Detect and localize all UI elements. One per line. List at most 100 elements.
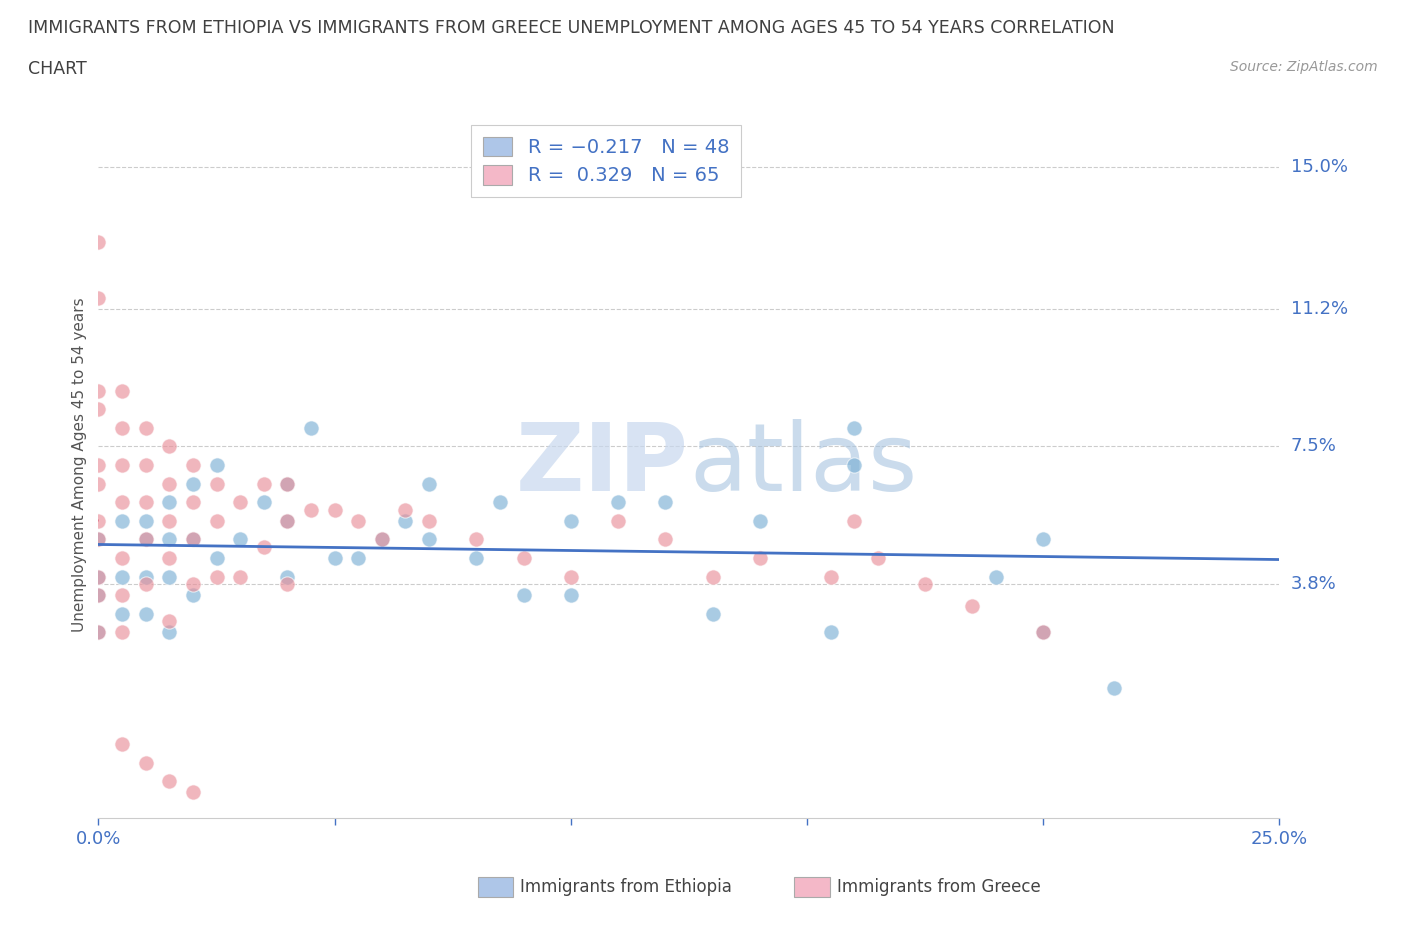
- Point: [844, 513, 866, 528]
- Point: [135, 577, 157, 591]
- Point: [157, 569, 180, 584]
- Point: [371, 532, 394, 547]
- Point: [111, 588, 134, 603]
- Point: [181, 785, 204, 800]
- Text: ZIP: ZIP: [516, 419, 689, 511]
- Point: [135, 420, 157, 435]
- Point: [560, 513, 582, 528]
- Point: [87, 513, 110, 528]
- Point: [607, 513, 630, 528]
- Point: [87, 458, 110, 472]
- Point: [87, 625, 110, 640]
- Point: [253, 539, 276, 554]
- Point: [347, 513, 370, 528]
- Point: [111, 737, 134, 751]
- Point: [984, 569, 1007, 584]
- Point: [87, 588, 110, 603]
- Point: [276, 476, 298, 491]
- Point: [371, 532, 394, 547]
- Text: 11.2%: 11.2%: [1291, 299, 1348, 318]
- Point: [1032, 625, 1054, 640]
- Point: [844, 420, 866, 435]
- Point: [276, 513, 298, 528]
- Point: [135, 755, 157, 770]
- Point: [135, 532, 157, 547]
- Point: [181, 532, 204, 547]
- Point: [253, 476, 276, 491]
- Point: [111, 495, 134, 510]
- Point: [181, 476, 204, 491]
- Point: [87, 569, 110, 584]
- Text: 15.0%: 15.0%: [1291, 158, 1347, 177]
- Point: [820, 625, 842, 640]
- Point: [394, 513, 416, 528]
- Point: [157, 532, 180, 547]
- Point: [465, 551, 488, 565]
- Point: [157, 513, 180, 528]
- Point: [87, 476, 110, 491]
- Point: [87, 588, 110, 603]
- Point: [157, 439, 180, 454]
- Point: [87, 290, 110, 305]
- Point: [87, 234, 110, 249]
- Point: [111, 458, 134, 472]
- Point: [87, 532, 110, 547]
- Point: [299, 502, 322, 517]
- Point: [157, 495, 180, 510]
- Point: [748, 551, 770, 565]
- Text: CHART: CHART: [28, 60, 87, 78]
- Point: [135, 569, 157, 584]
- Point: [1032, 625, 1054, 640]
- Point: [111, 606, 134, 621]
- Point: [418, 513, 440, 528]
- Point: [229, 495, 252, 510]
- Point: [135, 606, 157, 621]
- Point: [157, 551, 180, 565]
- Point: [465, 532, 488, 547]
- Point: [205, 476, 228, 491]
- Point: [276, 476, 298, 491]
- Point: [111, 383, 134, 398]
- Point: [253, 495, 276, 510]
- Point: [111, 551, 134, 565]
- Point: [87, 402, 110, 417]
- Point: [512, 551, 534, 565]
- Point: [866, 551, 889, 565]
- Point: [323, 551, 346, 565]
- Y-axis label: Unemployment Among Ages 45 to 54 years: Unemployment Among Ages 45 to 54 years: [72, 298, 87, 632]
- Point: [276, 569, 298, 584]
- Text: atlas: atlas: [689, 419, 917, 511]
- Point: [181, 458, 204, 472]
- Point: [962, 599, 984, 614]
- Point: [181, 588, 204, 603]
- Point: [229, 532, 252, 547]
- Point: [181, 532, 204, 547]
- Point: [702, 569, 724, 584]
- Point: [229, 569, 252, 584]
- Point: [181, 495, 204, 510]
- Text: IMMIGRANTS FROM ETHIOPIA VS IMMIGRANTS FROM GREECE UNEMPLOYMENT AMONG AGES 45 TO: IMMIGRANTS FROM ETHIOPIA VS IMMIGRANTS F…: [28, 19, 1115, 36]
- Point: [181, 577, 204, 591]
- Point: [748, 513, 770, 528]
- Point: [157, 476, 180, 491]
- Point: [299, 420, 322, 435]
- Point: [87, 383, 110, 398]
- Point: [276, 513, 298, 528]
- Point: [205, 569, 228, 584]
- Point: [205, 513, 228, 528]
- Point: [87, 625, 110, 640]
- Text: 3.8%: 3.8%: [1291, 575, 1336, 593]
- Point: [1032, 532, 1054, 547]
- Text: Source: ZipAtlas.com: Source: ZipAtlas.com: [1230, 60, 1378, 74]
- Text: Immigrants from Ethiopia: Immigrants from Ethiopia: [520, 878, 733, 897]
- Point: [87, 532, 110, 547]
- Point: [135, 513, 157, 528]
- Text: Immigrants from Greece: Immigrants from Greece: [837, 878, 1040, 897]
- Point: [347, 551, 370, 565]
- Point: [1102, 681, 1125, 696]
- Point: [418, 476, 440, 491]
- Point: [702, 606, 724, 621]
- Point: [654, 532, 676, 547]
- Point: [607, 495, 630, 510]
- Point: [820, 569, 842, 584]
